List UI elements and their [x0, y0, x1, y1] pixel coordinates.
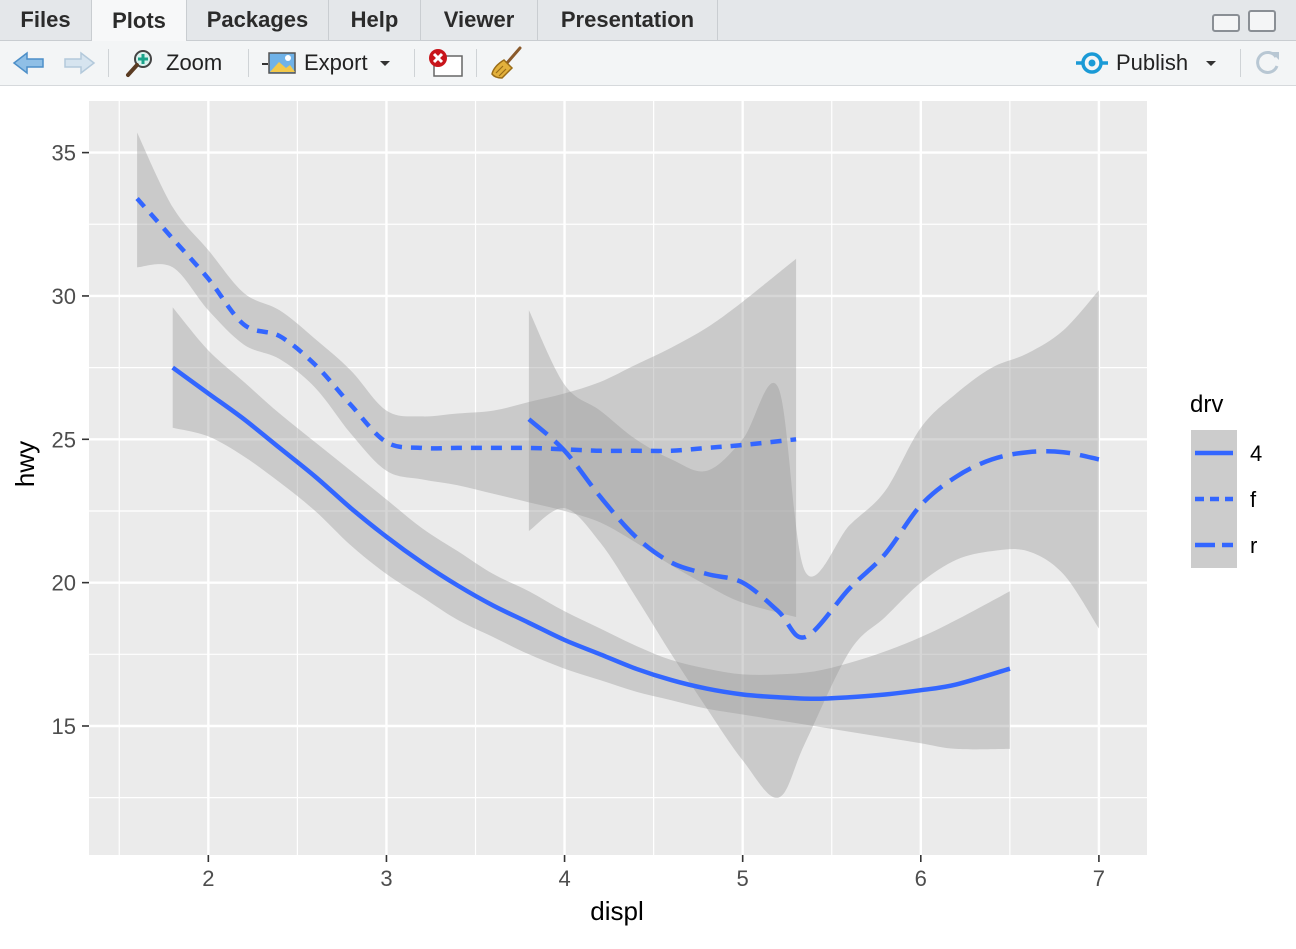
back-button[interactable] — [12, 41, 48, 85]
confidence-ribbon-4 — [172, 307, 1010, 750]
zoom-label: Zoom — [166, 50, 223, 75]
plot-panel — [89, 101, 1147, 855]
zoom-button[interactable]: Zoom — [124, 41, 234, 85]
minor-gridlines — [89, 101, 1147, 855]
legend-label-f: f — [1250, 487, 1257, 512]
refresh-button[interactable] — [1252, 41, 1288, 85]
axes: 2 3 4 5 6 7 15 20 25 30 35 — [52, 141, 1106, 891]
x-tick-label: 2 — [202, 866, 214, 891]
y-tick-label: 25 — [52, 427, 76, 452]
confidence-ribbons — [137, 132, 1099, 798]
y-tick-label: 15 — [52, 714, 76, 739]
smooth-line-f — [135, 197, 797, 454]
export-button[interactable]: Export — [262, 41, 404, 85]
toolbar-separator — [1240, 49, 1241, 77]
x-tick-label: 7 — [1093, 866, 1105, 891]
broom-icon — [491, 46, 522, 79]
legend-label-r: r — [1250, 533, 1257, 558]
image-export-icon — [262, 52, 296, 74]
x-tick-label: 6 — [915, 866, 927, 891]
minimize-pane-icon[interactable] — [1212, 14, 1240, 32]
y-tick-label: 30 — [52, 284, 76, 309]
forward-button[interactable] — [62, 41, 98, 85]
publish-icon — [1076, 52, 1108, 74]
legend: drv 4 fr — [1190, 391, 1262, 568]
remove-plot-button[interactable] — [426, 41, 466, 85]
chevron-down-icon — [379, 61, 390, 66]
refresh-icon — [1256, 50, 1279, 74]
y-tick-label: 35 — [52, 141, 76, 166]
smooth-line-r — [527, 417, 1100, 640]
toolbar-separator — [414, 49, 415, 77]
publish-label: Publish — [1116, 50, 1189, 75]
tab-plots[interactable]: Plots — [91, 0, 187, 41]
x-tick-label: 3 — [380, 866, 392, 891]
arrow-left-icon — [12, 51, 44, 75]
x-axis-title: displ — [590, 896, 643, 926]
x-tick-label: 4 — [558, 866, 570, 891]
x-tick-label: 5 — [737, 866, 749, 891]
remove-plot-icon — [429, 49, 463, 77]
smooth-lines — [135, 197, 1100, 702]
toolbar-separator — [248, 49, 249, 77]
pane-tab-bar: Files Plots Packages Help Viewer Present… — [0, 0, 1296, 41]
legend-title: drv — [1190, 391, 1223, 418]
arrow-right-icon — [64, 51, 96, 75]
tab-presentation[interactable]: Presentation — [538, 0, 718, 40]
magnifier-icon — [126, 50, 152, 77]
export-label: Export — [304, 50, 368, 75]
confidence-ribbon-f — [137, 132, 797, 617]
plots-toolbar: Zoom Export Publish — [0, 41, 1296, 86]
tab-files[interactable]: Files — [0, 0, 92, 40]
chevron-down-icon — [1206, 61, 1217, 66]
tab-help[interactable]: Help — [329, 0, 421, 40]
publish-button[interactable]: Publish — [1074, 41, 1234, 85]
smooth-line-4 — [171, 365, 1011, 702]
y-tick-label: 20 — [52, 571, 76, 596]
confidence-ribbon-r — [528, 290, 1099, 798]
tab-packages[interactable]: Packages — [187, 0, 329, 40]
major-gridlines — [89, 101, 1147, 855]
y-axis-title: hwy — [10, 441, 40, 487]
legend-label-4: 4 — [1250, 441, 1262, 466]
toolbar-separator — [108, 49, 109, 77]
toolbar-separator — [476, 49, 477, 77]
smooth-line-chart: 2 3 4 5 6 7 15 20 25 30 35 displ hwy drv 4 fr — [10, 101, 1262, 926]
clear-plots-button[interactable] — [490, 41, 526, 85]
tab-viewer[interactable]: Viewer — [421, 0, 538, 40]
maximize-pane-icon[interactable] — [1248, 10, 1276, 32]
